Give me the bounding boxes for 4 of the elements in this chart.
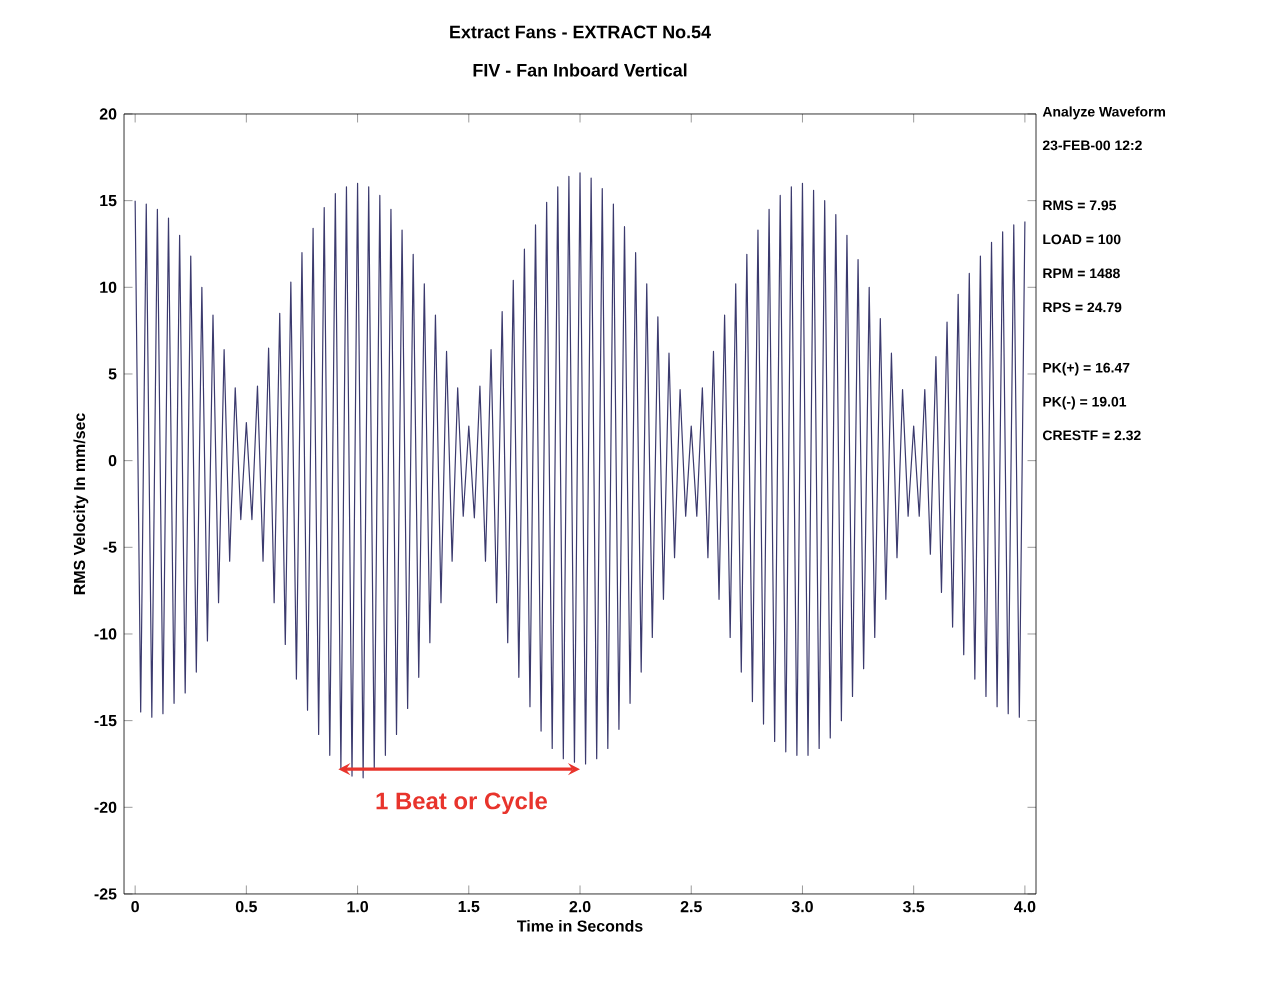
chart-title: Extract Fans - EXTRACT No.54: [450, 25, 711, 39]
line-series: [134, 172, 1026, 779]
annotation: 1 Beat or Cycle: [376, 791, 547, 815]
chart-subtitle: FIV - Fan Inboard Vertical: [473, 63, 687, 77]
